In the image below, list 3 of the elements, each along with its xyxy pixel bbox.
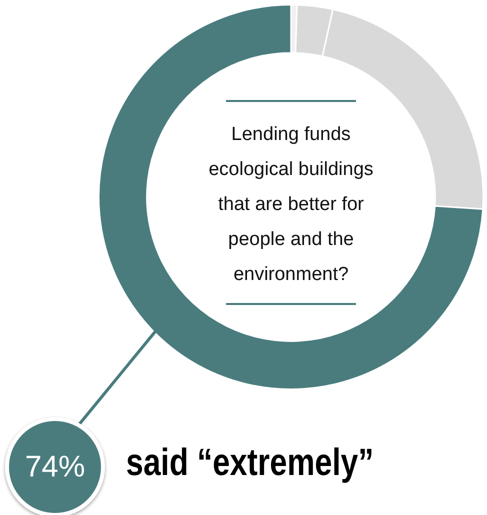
- text: Lending funds ecological buildings that are better for people and the environment?: [208, 122, 374, 286]
- text: said “extremely”: [126, 442, 374, 485]
- data-label: 74%: [24, 450, 86, 484]
